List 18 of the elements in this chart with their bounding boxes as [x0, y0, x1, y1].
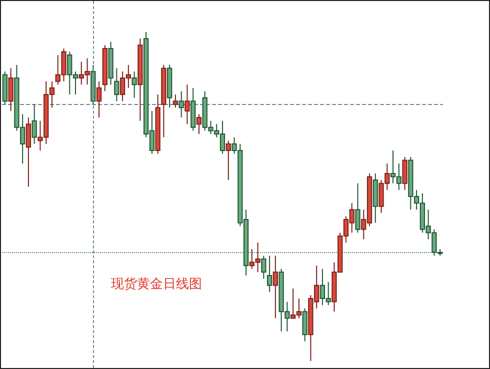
candlestick — [266, 255, 272, 292]
candlestick — [226, 140, 231, 181]
candlestick — [355, 182, 360, 234]
candlestick — [184, 84, 190, 125]
candlestick — [114, 68, 120, 102]
annotation: 现货黄金日线图 — [111, 277, 202, 292]
candlestick — [32, 104, 37, 144]
candlestick — [272, 255, 278, 319]
candlestick — [96, 80, 102, 118]
candlestick — [196, 114, 202, 134]
candlestick — [178, 90, 184, 118]
candlestick — [261, 255, 266, 280]
candlestick — [8, 68, 14, 112]
candlestick — [172, 94, 178, 108]
candlestick — [302, 308, 308, 342]
candlestick — [402, 156, 408, 190]
candlestick — [132, 70, 137, 98]
candlestick — [26, 117, 32, 188]
